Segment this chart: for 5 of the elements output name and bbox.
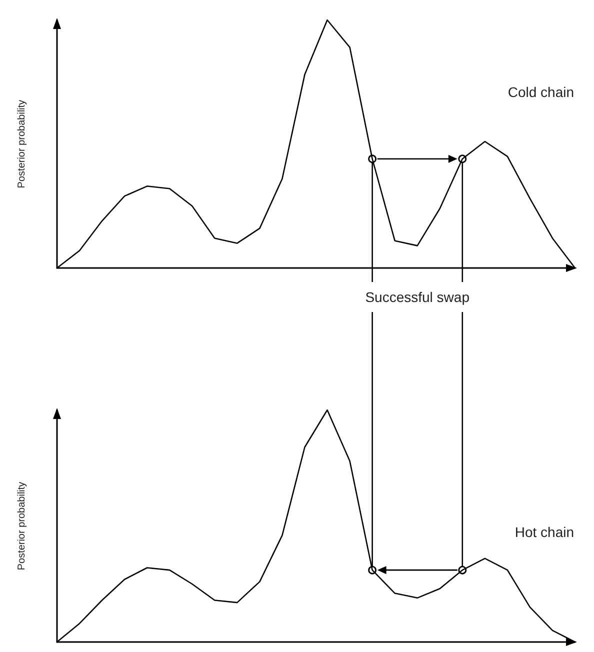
annotation: Hot chain [514, 524, 574, 540]
text: Successful swap [365, 289, 470, 305]
y-axis-title: Posterior probability [16, 100, 28, 188]
annotation: Cold chain [508, 84, 574, 100]
y-axis-title: Posterior probability [16, 482, 28, 570]
